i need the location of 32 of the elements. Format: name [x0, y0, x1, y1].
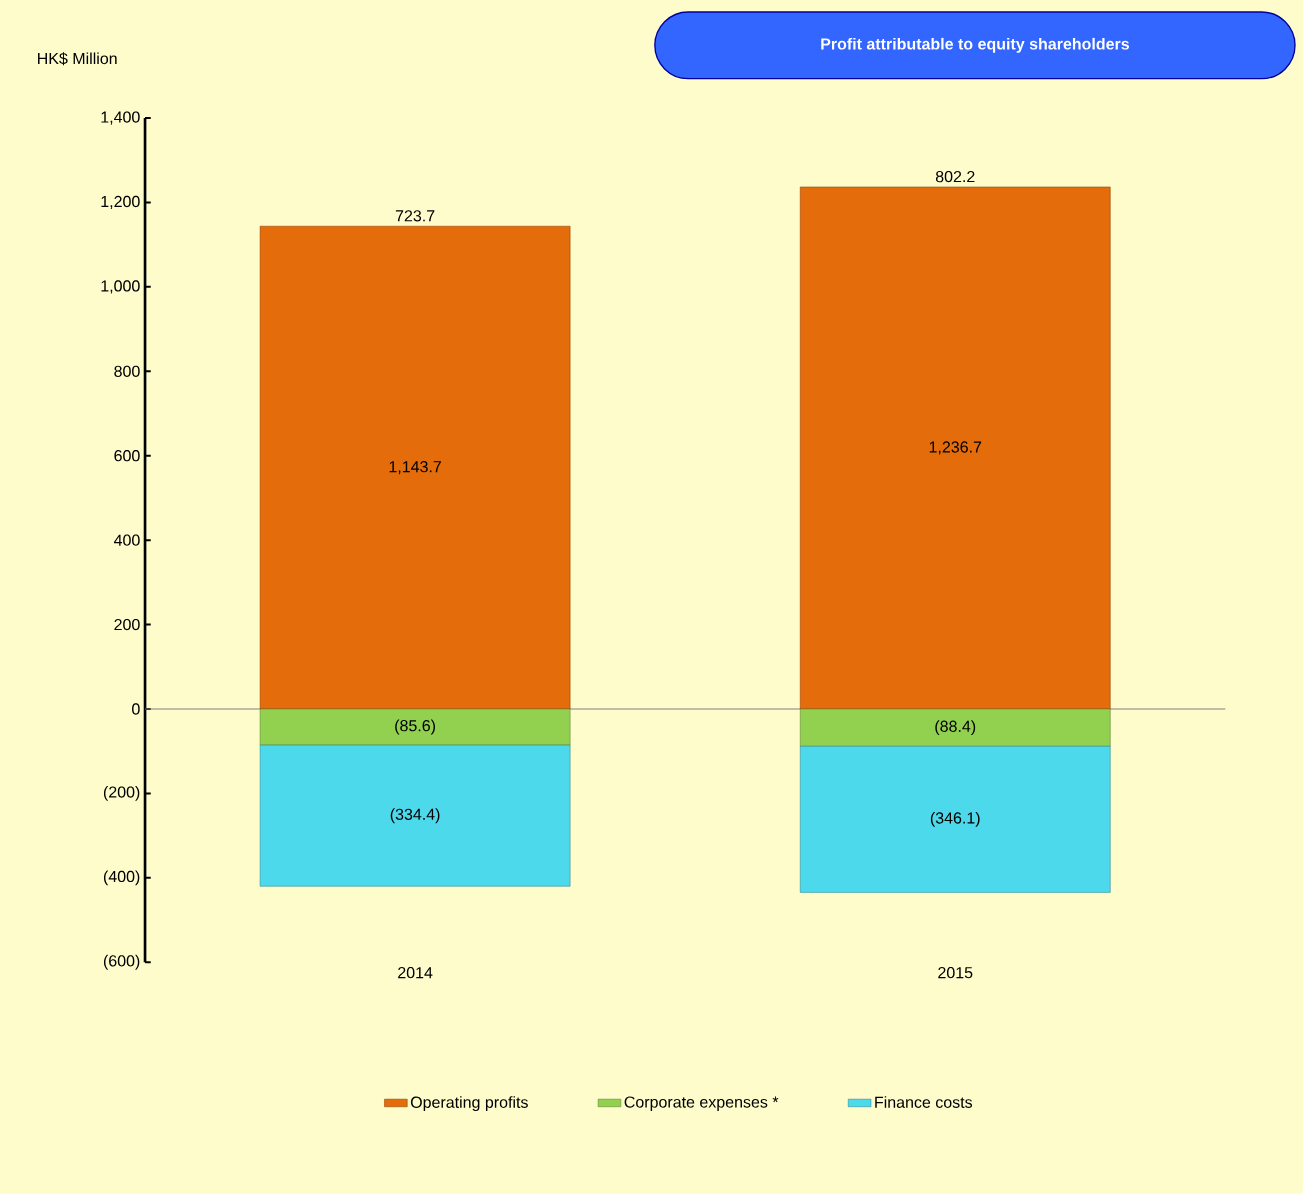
- bar: [799, 746, 1111, 893]
- y-tick-label: 1,000: [101, 280, 140, 294]
- bar: [259, 708, 571, 746]
- bar: [259, 226, 571, 710]
- data-label: (346.1): [930, 812, 980, 827]
- y-tick-label: 1,200: [101, 196, 140, 210]
- chart-title: Profit attributable to equity shareholders: [821, 38, 1129, 53]
- y-tick-label: 0: [132, 703, 140, 715]
- x-tick-label: 2014: [398, 967, 433, 979]
- y-tick-label: (200): [103, 786, 140, 802]
- y-tick-label: (400): [103, 870, 140, 886]
- y-tick-label: 1,400: [101, 111, 140, 125]
- bar: [799, 186, 1111, 710]
- y-tick-label: 600: [114, 450, 140, 462]
- legend-label: Finance costs: [875, 1096, 973, 1109]
- total-label: 802.2: [935, 171, 975, 183]
- y-axis-title: HK$ Million: [38, 52, 117, 66]
- bar: [799, 708, 1111, 747]
- y-tick-label: 400: [114, 534, 140, 546]
- total-label: 723.7: [395, 210, 435, 222]
- legend-label: Corporate expenses *: [624, 1096, 779, 1112]
- y-tick-label: (600): [103, 954, 140, 970]
- data-label: 1,236.7: [929, 441, 982, 455]
- y-tick-label: 800: [114, 365, 140, 378]
- bar: [259, 745, 571, 887]
- data-label: (88.4): [935, 720, 976, 736]
- data-label: (334.4): [390, 808, 440, 824]
- data-label: 1,143.7: [389, 461, 441, 475]
- legend-label: Operating profits: [410, 1096, 528, 1112]
- x-tick-label: 2015: [938, 967, 973, 979]
- data-label: (85.6): [395, 719, 436, 735]
- y-tick-label: 200: [114, 619, 140, 631]
